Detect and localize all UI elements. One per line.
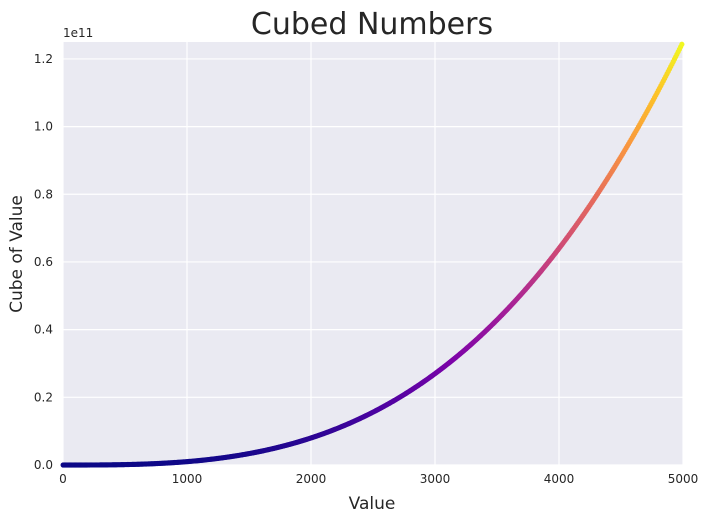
plot-background xyxy=(63,42,683,465)
data-point xyxy=(679,41,685,47)
chart-title: Cubed Numbers xyxy=(251,7,493,42)
x-axis-label: Value xyxy=(349,494,396,514)
data-points xyxy=(60,41,685,468)
y-axis-label: Cube of Value xyxy=(7,195,27,313)
x-tick-label: 1000 xyxy=(172,472,203,486)
y-tick-label: 0.6 xyxy=(34,255,53,269)
x-tick-label: 5000 xyxy=(668,472,699,486)
x-tick-label: 2000 xyxy=(296,472,327,486)
y-tick-label: 1.2 xyxy=(34,52,53,66)
y-tick-label: 0.8 xyxy=(34,187,53,201)
x-tick-label: 0 xyxy=(59,472,67,486)
y-tick-label: 0.2 xyxy=(34,390,53,404)
x-axis-ticks: 0 1000 2000 3000 4000 5000 xyxy=(59,472,698,486)
x-tick-label: 4000 xyxy=(544,472,575,486)
y-tick-label: 1.0 xyxy=(34,120,53,134)
y-tick-label: 0.4 xyxy=(34,323,53,337)
y-tick-label: 0.0 xyxy=(34,458,53,472)
y-axis-offset-label: 1e11 xyxy=(63,26,93,40)
grid-lines xyxy=(62,42,684,466)
x-tick-label: 3000 xyxy=(420,472,451,486)
y-axis-ticks: 0.0 0.2 0.4 0.6 0.8 1.0 1.2 xyxy=(34,52,53,472)
